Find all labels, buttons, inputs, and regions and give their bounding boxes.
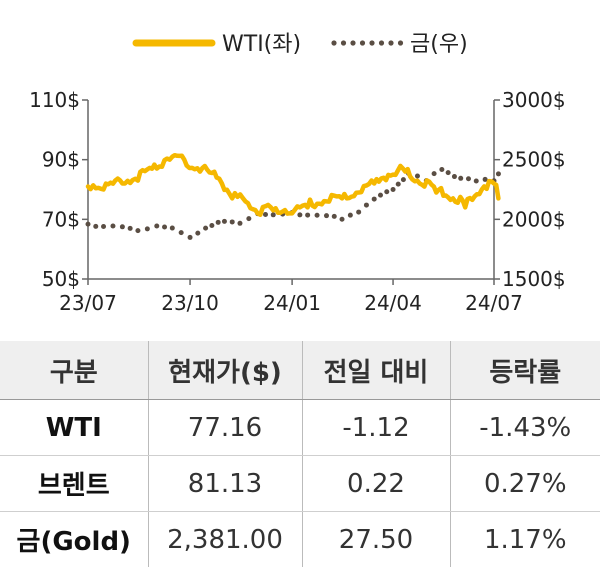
gold-series-dot	[145, 226, 150, 231]
gold-series-dot	[496, 171, 501, 176]
gold-series-dot	[348, 213, 353, 218]
legend: WTI(좌) 금(우)	[136, 32, 468, 57]
cell-change-rate: -1.43%	[450, 400, 600, 456]
header-category: 구분	[0, 341, 148, 400]
header-change-rate: 등락률	[450, 341, 600, 400]
table-row: WTI 77.16 -1.12 -1.43%	[0, 400, 600, 456]
x-tick-label: 24/01	[263, 291, 321, 315]
price-table: 구분 현재가($) 전일 대비 등락률 WTI 77.16 -1.12 -1.4…	[0, 341, 600, 567]
gold-series-dot	[128, 226, 133, 231]
y-left-tick-label: 90$	[42, 148, 80, 172]
gold-series-dot	[179, 230, 184, 235]
gold-series-dot	[324, 213, 329, 218]
cell-change: 0.22	[302, 456, 450, 512]
legend-dot	[350, 40, 355, 45]
gold-series-dot	[188, 235, 193, 240]
cell-change: 27.50	[302, 512, 450, 567]
cell-change: -1.12	[302, 400, 450, 456]
y-left-tick-label: 70$	[42, 207, 80, 231]
gold-series-dot	[332, 214, 337, 219]
gold-series-dot	[452, 174, 457, 179]
x-tick-label: 24/04	[364, 291, 422, 315]
gold-series-dot	[110, 223, 115, 228]
gold-series-dot	[396, 182, 401, 187]
gold-series-dot	[378, 193, 383, 198]
table-header-row: 구분 현재가($) 전일 대비 등락률	[0, 341, 600, 400]
line-chart: WTI(좌) 금(우) 23/07 23/10 24/01 24/04 24/07 50$…	[0, 0, 600, 330]
cell-current-price: 2,381.00	[148, 512, 302, 567]
x-tick-label: 23/07	[59, 291, 117, 315]
header-current-price: 현재가($)	[148, 341, 302, 400]
gold-series-dot	[209, 223, 214, 228]
gold-series-dot	[297, 212, 302, 217]
legend-label-wti: WTI(좌)	[222, 32, 301, 57]
gold-series-dot	[154, 224, 159, 229]
legend-swatch-gold	[331, 40, 403, 45]
legend-dot	[388, 40, 393, 45]
cell-change-rate: 1.17%	[450, 512, 600, 567]
gold-series-dot	[120, 224, 125, 229]
gold-series-dot	[474, 178, 479, 183]
legend-dot	[341, 40, 346, 45]
gold-series-dot	[93, 224, 98, 229]
gold-series-dot	[305, 213, 310, 218]
legend-dot	[398, 40, 403, 45]
legend-dot	[331, 40, 336, 45]
table-row: 금(Gold) 2,381.00 27.50 1.17%	[0, 512, 600, 567]
gold-series-dot	[372, 197, 377, 202]
gold-series-dot	[439, 167, 444, 172]
y-right-tick-label: 2500$	[502, 148, 566, 172]
gold-series-dot	[86, 222, 91, 227]
gold-series-dot	[203, 226, 208, 231]
gold-series-dot	[340, 217, 345, 222]
legend-dot	[379, 40, 384, 45]
gold-series-dot	[222, 219, 227, 224]
gold-series-dot	[384, 189, 389, 194]
legend-dot	[369, 40, 374, 45]
y-left-tick-label: 50$	[42, 267, 80, 291]
y-right-tick-label: 2000$	[502, 207, 566, 231]
gold-series-dot	[364, 203, 369, 208]
gold-series-dot	[263, 212, 268, 217]
gold-series-dot	[230, 219, 235, 224]
gold-series-dot	[391, 187, 396, 192]
gold-series-dot	[315, 213, 320, 218]
gold-series-dot	[401, 177, 406, 182]
gold-series-dot	[466, 176, 471, 181]
header-change: 전일 대비	[302, 341, 450, 400]
gold-series-dot	[216, 220, 221, 225]
gold-series-dot	[170, 226, 175, 231]
gold-series-dot	[432, 171, 437, 176]
x-tick-label: 24/07	[465, 291, 523, 315]
cell-change-rate: 0.27%	[450, 456, 600, 512]
gold-series-dot	[237, 221, 242, 226]
legend-label-gold: 금(우)	[410, 32, 468, 57]
cell-current-price: 77.16	[148, 400, 302, 456]
cell-current-price: 81.13	[148, 456, 302, 512]
gold-series-dot	[195, 231, 200, 236]
row-label: 브렌트	[0, 456, 148, 512]
wti-series-line	[88, 155, 498, 215]
y-right-tick-label: 3000$	[502, 88, 566, 112]
gold-series-dot	[101, 224, 106, 229]
gold-series-dot	[446, 170, 451, 175]
gold-series-dot	[162, 225, 167, 230]
gold-series-dot	[271, 212, 276, 217]
gold-series-dot	[135, 228, 140, 233]
y-left-tick-label: 110$	[29, 88, 80, 112]
gold-series-dot	[458, 176, 463, 181]
x-tick-label: 23/10	[161, 291, 219, 315]
legend-dot	[360, 40, 365, 45]
gold-series-dot	[415, 173, 420, 178]
row-label: WTI	[0, 400, 148, 456]
gold-series-dot	[356, 210, 361, 215]
y-right-tick-label: 1500$	[502, 267, 566, 291]
row-label: 금(Gold)	[0, 512, 148, 567]
table-row: 브렌트 81.13 0.22 0.27%	[0, 456, 600, 512]
gold-series-dot	[246, 216, 251, 221]
